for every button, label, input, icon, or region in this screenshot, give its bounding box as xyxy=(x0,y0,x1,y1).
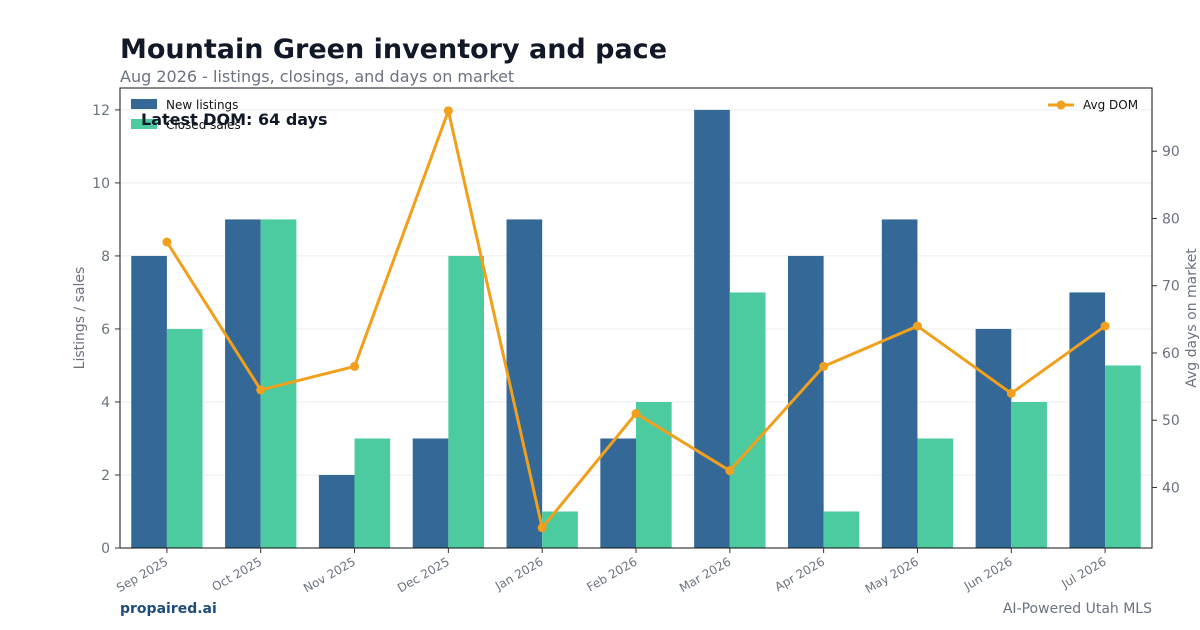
y2-tick-label: 90 xyxy=(1162,144,1180,160)
avg-dom-point xyxy=(725,466,735,476)
x-tick-label: May 2026 xyxy=(863,554,921,596)
y-tick-label: 12 xyxy=(92,103,110,119)
avg-dom-point xyxy=(631,408,641,418)
x-tick-label: Apr 2026 xyxy=(772,554,827,594)
y-tick-label: 6 xyxy=(101,322,110,338)
avg-dom-point xyxy=(162,237,172,247)
bar-new-listings xyxy=(506,219,543,548)
y-tick-label: 2 xyxy=(101,468,110,484)
bar-new-listings xyxy=(412,438,449,548)
y2-tick-label: 40 xyxy=(1162,480,1180,496)
y2-tick-label: 80 xyxy=(1162,211,1180,227)
legend-swatch-new-listings xyxy=(131,99,157,109)
latest-dom-annotation: Latest DOM: 64 days xyxy=(141,110,328,129)
avg-dom-point xyxy=(819,361,829,371)
x-tick-label: Mar 2026 xyxy=(677,554,733,595)
avg-dom-point xyxy=(350,361,360,371)
bar-new-listings xyxy=(881,219,918,548)
x-tick-label: Feb 2026 xyxy=(584,554,639,594)
y-tick-label: 0 xyxy=(101,541,110,557)
legend-marker-avg-dom xyxy=(1056,100,1066,110)
y2-tick-label: 70 xyxy=(1162,279,1180,295)
dom-line-layer xyxy=(162,106,1110,533)
legend-bars: New listings Closed sales xyxy=(131,98,241,132)
bar-closed-sales xyxy=(448,255,485,548)
x-tick-label: Oct 2025 xyxy=(210,554,265,594)
avg-dom-point xyxy=(443,106,453,116)
legend-line: Avg DOM xyxy=(1048,98,1138,112)
x-tick-label: Jan 2026 xyxy=(492,554,546,593)
bar-closed-sales xyxy=(636,401,672,548)
bar-closed-sales xyxy=(917,438,954,548)
avg-dom-point xyxy=(256,385,266,395)
bar-closed-sales xyxy=(166,328,203,548)
x-tick-label: Jul 2026 xyxy=(1058,554,1108,591)
y-tick-label: 10 xyxy=(92,176,110,192)
avg-dom-point xyxy=(1100,321,1110,331)
bar-new-listings xyxy=(131,255,167,548)
bar-closed-sales xyxy=(542,511,578,548)
brand-tagline: AI-Powered Utah MLS xyxy=(1002,601,1152,617)
chart-title: Mountain Green inventory and pace xyxy=(120,34,668,65)
bar-new-listings xyxy=(600,438,636,548)
bar-new-listings xyxy=(787,255,824,548)
y2-axis-label: Avg days on market xyxy=(1184,248,1200,388)
y-tick-label: 4 xyxy=(101,395,110,411)
bar-new-listings xyxy=(1069,292,1106,548)
bar-new-listings xyxy=(975,328,1012,548)
avg-dom-point xyxy=(537,523,547,533)
bar-new-listings xyxy=(318,474,355,548)
legend-swatch-closed-sales xyxy=(131,119,157,129)
y-axis-label: Listings / sales xyxy=(72,267,88,370)
bar-new-listings xyxy=(694,109,730,549)
x-tick-label: Nov 2025 xyxy=(301,554,358,595)
x-axis: Sep 2025 Oct 2025 Nov 2025 Dec 2025 Jan 2026… xyxy=(114,548,1109,596)
avg-dom-point xyxy=(1006,388,1016,398)
y2-tick-label: 50 xyxy=(1162,413,1180,429)
legend-label-new-listings: New listings xyxy=(166,98,238,112)
chart-subtitle: Aug 2026 - listings, closings, and days … xyxy=(120,67,515,86)
legend-label-closed-sales: Closed sales xyxy=(166,118,241,132)
legend-label-avg-dom: Avg DOM xyxy=(1083,98,1138,112)
avg-dom-point xyxy=(912,321,922,331)
y2-tick-label: 60 xyxy=(1162,346,1180,362)
bar-new-listings xyxy=(225,219,261,548)
bar-closed-sales xyxy=(823,511,860,548)
x-tick-label: Sep 2025 xyxy=(114,554,170,595)
brand-name: propaired.ai xyxy=(120,601,217,617)
bars xyxy=(131,109,1141,549)
x-tick-label: Dec 2025 xyxy=(395,554,452,595)
bar-closed-sales xyxy=(1105,365,1141,548)
left-axis: 0 2 4 6 8 10 12 xyxy=(92,103,120,557)
bar-closed-sales xyxy=(729,292,766,548)
x-tick-label: Jun 2026 xyxy=(961,554,1015,593)
bar-closed-sales xyxy=(1011,401,1047,548)
y-tick-label: 8 xyxy=(101,249,110,265)
right-axis: 40 50 60 70 80 90 xyxy=(1152,144,1180,496)
bar-closed-sales xyxy=(354,438,391,548)
